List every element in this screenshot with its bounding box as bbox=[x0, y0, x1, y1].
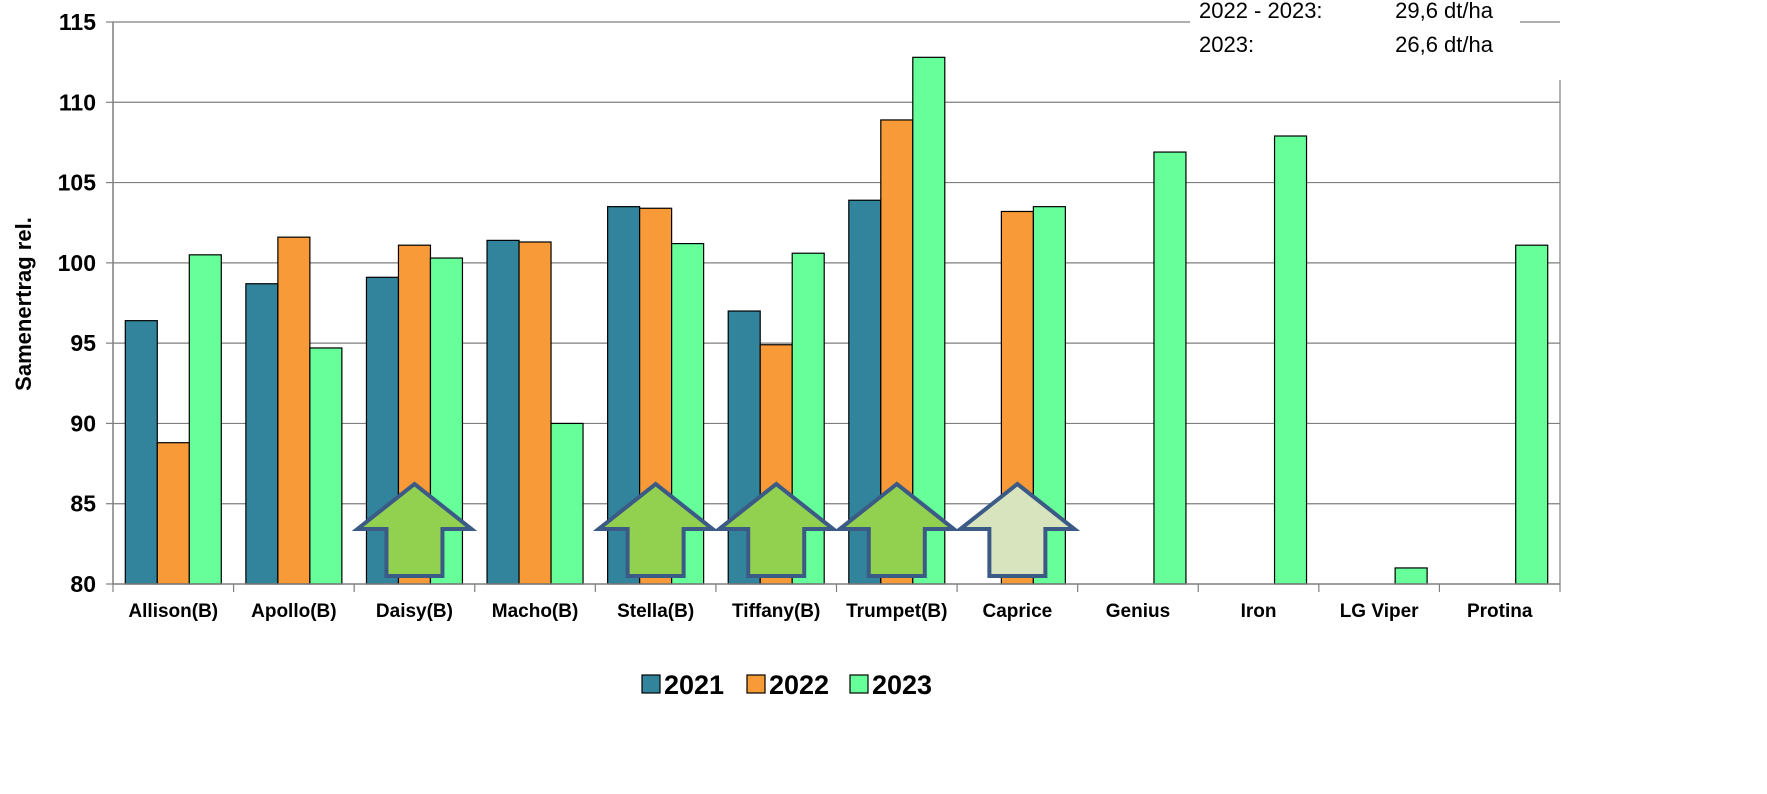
y-axis-label: Samenertrag rel. bbox=[11, 217, 36, 391]
bar-2022 bbox=[518, 241, 552, 585]
y-tick-label: 90 bbox=[70, 410, 96, 436]
y-tick-label: 100 bbox=[58, 250, 96, 276]
legend-swatch-2022 bbox=[746, 674, 766, 694]
gridlines bbox=[113, 21, 1560, 505]
y-tick-label: 110 bbox=[59, 89, 96, 115]
y-tick-label: 115 bbox=[59, 9, 96, 35]
bar-2023 bbox=[1394, 567, 1428, 585]
y-tick-labels: 80 85 90 95 100 105 110 115 bbox=[58, 9, 97, 597]
x-tick-label: Iron bbox=[1241, 601, 1277, 622]
x-tick-label: LG Viper bbox=[1340, 601, 1419, 622]
y-tick-label: 105 bbox=[58, 170, 97, 196]
annotation-arrows bbox=[351, 481, 1081, 578]
x-tick-label: Caprice bbox=[983, 601, 1053, 622]
axes bbox=[106, 21, 1561, 592]
up-arrow-icon bbox=[834, 481, 960, 578]
bar-2023 bbox=[550, 422, 584, 585]
note-2-label: 2023: bbox=[1199, 32, 1254, 57]
x-tick-label: Tiffany(B) bbox=[732, 601, 820, 622]
bar-2023 bbox=[1153, 151, 1187, 585]
x-tick-label: Stella(B) bbox=[617, 601, 694, 622]
note-1-value: 29,6 dt/ha bbox=[1395, 0, 1494, 23]
legend-swatch-2021 bbox=[641, 674, 661, 694]
bars bbox=[124, 56, 1549, 585]
legend-label-2023: 2023 bbox=[872, 670, 932, 700]
bar-2023 bbox=[912, 56, 946, 585]
bar-2021 bbox=[124, 320, 158, 585]
note-1-label: 2022 - 2023: bbox=[1199, 0, 1323, 23]
bar-2023 bbox=[188, 254, 222, 585]
y-tick-label: 85 bbox=[70, 491, 96, 517]
up-arrow-icon bbox=[592, 481, 719, 578]
yield-notes: 2022 - 2023: 29,6 dt/ha 2023: 26,6 dt/ha bbox=[1190, 0, 1520, 68]
x-tick-label: Apollo(B) bbox=[251, 601, 336, 622]
y-tick-label: 95 bbox=[70, 330, 96, 356]
legend-swatch-2023 bbox=[849, 674, 869, 694]
legend-label-2022: 2022 bbox=[769, 670, 829, 700]
legend-label-2021: 2021 bbox=[664, 670, 724, 700]
legend: 2021 2022 2023 bbox=[641, 670, 932, 700]
x-tick-labels: Allison(B) Apollo(B) Daisy(B) Macho(B) Stell… bbox=[128, 601, 1532, 622]
x-tick-label: Allison(B) bbox=[128, 601, 218, 622]
notes-background bbox=[1190, 0, 1520, 68]
bar-2021 bbox=[245, 283, 279, 585]
bar-2022 bbox=[156, 442, 190, 585]
x-tick-label: Protina bbox=[1467, 601, 1533, 622]
up-arrow-icon bbox=[954, 481, 1081, 578]
up-arrow-icon bbox=[713, 481, 839, 578]
x-tick-label: Macho(B) bbox=[492, 601, 579, 622]
bar-2022 bbox=[277, 236, 311, 585]
x-tick-label: Genius bbox=[1106, 601, 1170, 622]
x-tick-label: Trumpet(B) bbox=[846, 601, 947, 622]
y-tick-label: 80 bbox=[70, 571, 96, 597]
bar-2023 bbox=[1273, 135, 1308, 585]
note-2-value: 26,6 dt/ha bbox=[1395, 32, 1494, 57]
bar-2021 bbox=[486, 239, 520, 585]
x-tick-label: Daisy(B) bbox=[376, 601, 453, 622]
up-arrow-icon bbox=[351, 481, 478, 578]
bar-2023 bbox=[309, 347, 343, 585]
bar-2023 bbox=[1515, 244, 1549, 585]
